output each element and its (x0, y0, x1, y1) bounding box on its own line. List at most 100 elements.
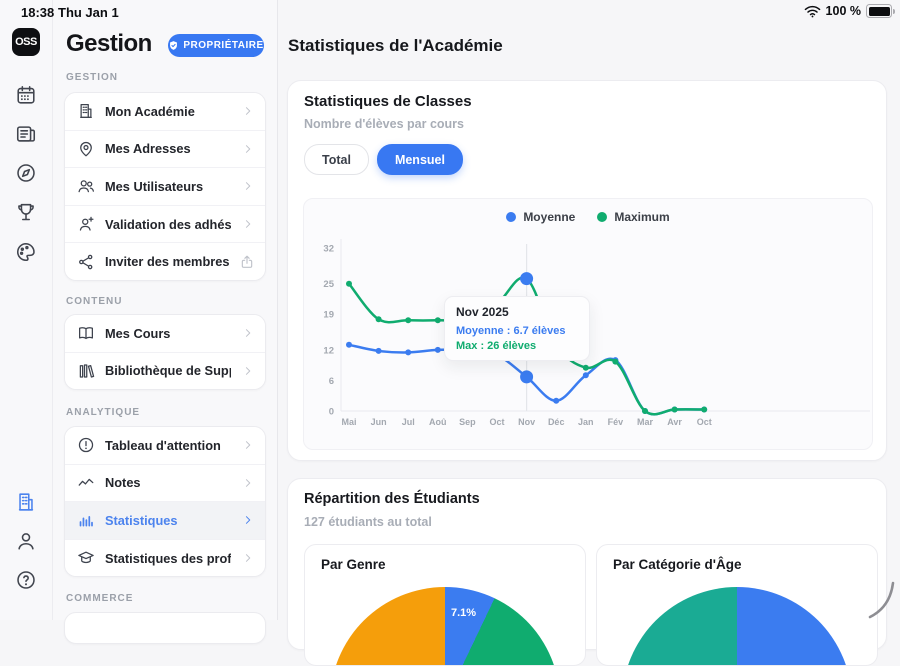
card-subtitle: Nombre d'élèves par cours (304, 117, 464, 131)
card-subtitle: 127 étudiants au total (304, 515, 432, 529)
status-bar: 18:38 Thu Jan 1 100 % (0, 0, 900, 24)
analytique-card: Tableau d'attention Notes Statistiques S… (64, 426, 266, 578)
app-logo[interactable]: OSS (12, 28, 40, 56)
page-title: Statistiques de l'Académie (288, 36, 503, 55)
line-chart[interactable]: 0 6 12 19 25 32 Mai Jun Jul Aoû Sep Oct Nov Déc Jan Fév… (304, 199, 872, 449)
calendar-icon[interactable] (15, 84, 37, 106)
profile-icon[interactable] (15, 530, 37, 552)
sidebar: Gestion PROPRIÉTAIRE GESTION Mon Académi… (53, 0, 278, 644)
sidebar-item-mes-cours[interactable]: Mes Cours (65, 315, 265, 352)
svg-text:Jan: Jan (578, 417, 594, 427)
svg-text:Oct: Oct (489, 417, 504, 427)
sidebar-item-statistiques[interactable]: Statistiques (65, 501, 265, 539)
svg-text:12: 12 (323, 345, 334, 356)
gestion-card: Mon Académie Mes Adresses Mes Utilisateu… (64, 92, 266, 281)
user-plus-icon (77, 215, 95, 233)
chevron-right-icon (241, 551, 255, 565)
sidebar-item-bibliotheque[interactable]: Bibliothèque de Supports (65, 351, 265, 390)
wifi-icon (804, 5, 821, 18)
section-label-contenu: CONTENU (66, 296, 123, 307)
svg-text:Mar: Mar (637, 417, 654, 427)
sidebar-item-stats-professeurs[interactable]: Statistiques des professeurs (65, 538, 265, 577)
tooltip-max: Max : 26 élèves (456, 340, 537, 352)
sidebar-item-label: Validation des adhésions (105, 216, 231, 232)
distribution-card: Répartition des Étudiants 127 étudiants … (287, 478, 887, 666)
academy-building-icon[interactable] (15, 491, 37, 513)
status-date: Thu Jan 1 (58, 5, 119, 20)
svg-text:Jul: Jul (402, 417, 415, 427)
trophy-icon[interactable] (15, 201, 37, 223)
pie-card-title: Par Genre (321, 557, 386, 572)
share-nodes-icon (77, 253, 95, 271)
library-icon (77, 362, 95, 380)
age-pie-card: Par Catégorie d'Âge (596, 544, 878, 666)
building-icon (77, 102, 95, 120)
sidebar-item-validation-adhesions[interactable]: Validation des adhésions (65, 204, 265, 243)
svg-text:25: 25 (323, 279, 334, 290)
book-open-icon (77, 324, 95, 342)
svg-text:Avr: Avr (667, 417, 682, 427)
svg-text:0: 0 (329, 407, 334, 418)
svg-text:Oct: Oct (697, 417, 712, 427)
svg-text:Nov: Nov (518, 417, 535, 427)
period-toggle: Total Mensuel (304, 144, 463, 175)
main-content: Statistiques de l'Académie Statistiques … (278, 0, 900, 666)
trend-icon (77, 474, 95, 492)
tooltip-title: Nov 2025 (456, 305, 509, 319)
compass-icon[interactable] (15, 162, 37, 184)
map-pin-icon (77, 140, 95, 158)
sidebar-item-label: Inviter des membres (105, 254, 229, 270)
palette-icon[interactable] (15, 241, 37, 263)
sidebar-item-notes[interactable]: Notes (65, 463, 265, 502)
commerce-card (64, 612, 266, 644)
line-chart-panel[interactable]: Moyenne Maximum 0 6 12 19 25 32 Mai Jun Jul Aoû Sep… (303, 198, 873, 450)
mensuel-button[interactable]: Mensuel (376, 144, 463, 175)
legend-item: Moyenne (506, 210, 575, 224)
chevron-right-icon (241, 364, 255, 378)
battery-percent: 100 % (825, 4, 861, 18)
card-title: Statistiques de Classes (304, 93, 472, 110)
svg-text:Mai: Mai (341, 417, 356, 427)
sidebar-item-label: Mes Cours (105, 325, 171, 341)
sidebar-item-label: Mes Adresses (105, 141, 191, 157)
svg-text:32: 32 (323, 244, 334, 255)
sidebar-item-label: Mon Académie (105, 103, 195, 119)
svg-text:Déc: Déc (548, 417, 565, 427)
chart-tooltip: Nov 2025 Moyenne : 6.7 élèves Max : 26 é… (444, 296, 590, 361)
chevron-right-icon (241, 142, 255, 156)
chevron-right-icon (241, 326, 255, 340)
section-label-gestion: GESTION (66, 72, 119, 83)
news-icon[interactable] (15, 123, 37, 145)
pie-slice-label: 7.1% (451, 607, 477, 619)
chart-legend: Moyenne Maximum (304, 210, 872, 224)
sidebar-item-tableau-attention[interactable]: Tableau d'attention (65, 427, 265, 464)
share-ios-icon (239, 254, 255, 270)
pie-card-title: Par Catégorie d'Âge (613, 557, 742, 572)
chevron-right-icon (241, 217, 255, 231)
sidebar-item-mon-academie[interactable]: Mon Académie (65, 93, 265, 130)
sidebar-item-label: Statistiques des professeurs (105, 550, 231, 566)
svg-text:19: 19 (323, 310, 334, 321)
app-title: Gestion (66, 30, 152, 57)
sidebar-item-mes-utilisateurs[interactable]: Mes Utilisateurs (65, 167, 265, 205)
status-time: 18:38 (21, 5, 55, 20)
svg-text:6: 6 (329, 376, 334, 387)
card-title: Répartition des Étudiants (304, 491, 480, 507)
sidebar-item-label: Tableau d'attention (105, 437, 221, 453)
svg-text:Aoû: Aoû (429, 417, 447, 427)
chevron-right-icon (241, 513, 255, 527)
owner-badge-label: PROPRIÉTAIRE (183, 40, 264, 51)
tooltip-moyenne: Moyenne : 6.7 élèves (456, 325, 566, 337)
owner-badge: PROPRIÉTAIRE (168, 34, 264, 57)
corner-swipe-arc (868, 581, 895, 619)
sidebar-item-mes-adresses[interactable]: Mes Adresses (65, 129, 265, 168)
total-button[interactable]: Total (304, 144, 369, 175)
bar-chart-icon (77, 511, 95, 529)
svg-text:Jun: Jun (371, 417, 387, 427)
sidebar-item-label: Statistiques (105, 512, 178, 528)
chevron-right-icon (241, 476, 255, 490)
sidebar-item-inviter-membres[interactable]: Inviter des membres (65, 242, 265, 280)
alert-circle-icon (77, 436, 95, 454)
help-icon[interactable] (15, 569, 37, 591)
battery-icon (866, 4, 895, 18)
